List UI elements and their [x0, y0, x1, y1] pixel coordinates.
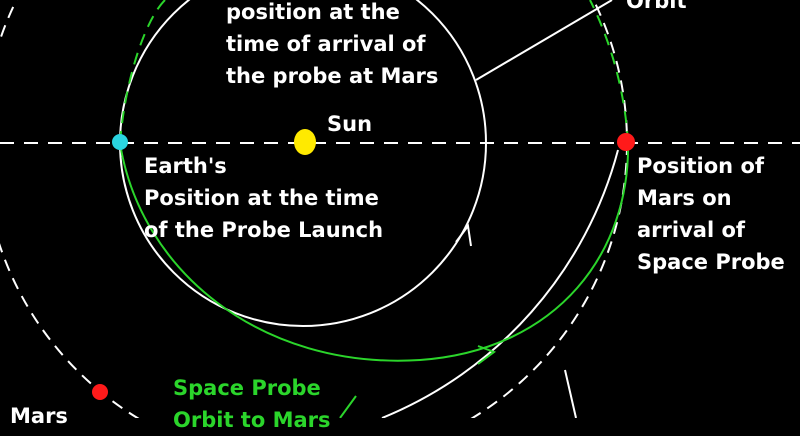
earth-orbit-arrow: [455, 223, 472, 247]
label-earth-launch: Earth's Position at the time of the Prob…: [144, 154, 384, 242]
label-orbit: Orbit: [626, 0, 687, 13]
probe-orbit-arrow: [477, 345, 497, 365]
earth-launch-icon: [112, 134, 128, 150]
probe-orbit-dashed-top: [119, 0, 166, 144]
orbit-diagram: [0, 0, 800, 418]
label-mars: Mars: [10, 404, 68, 428]
leader-line-top: [475, 0, 613, 81]
label-mars-arrival: Position of Mars on arrival of Space Pro…: [637, 154, 785, 274]
leader-line-bottom-right: [564, 369, 577, 418]
label-sun: Sun: [327, 112, 373, 136]
mars-arrival-icon: [617, 133, 635, 151]
probe-orbit-path: [119, 142, 630, 362]
sun-icon: [294, 129, 316, 155]
label-probe-orbit: Space Probe Orbit to Mars: [173, 376, 331, 432]
leader-line-probe: [339, 395, 357, 418]
mars-start-icon: [92, 384, 108, 400]
probe-orbit-dashed-right: [589, 0, 629, 144]
label-earth-arrival: position at the time of arrival of the p…: [226, 0, 439, 88]
outer-orbit-arc: [381, 149, 619, 418]
